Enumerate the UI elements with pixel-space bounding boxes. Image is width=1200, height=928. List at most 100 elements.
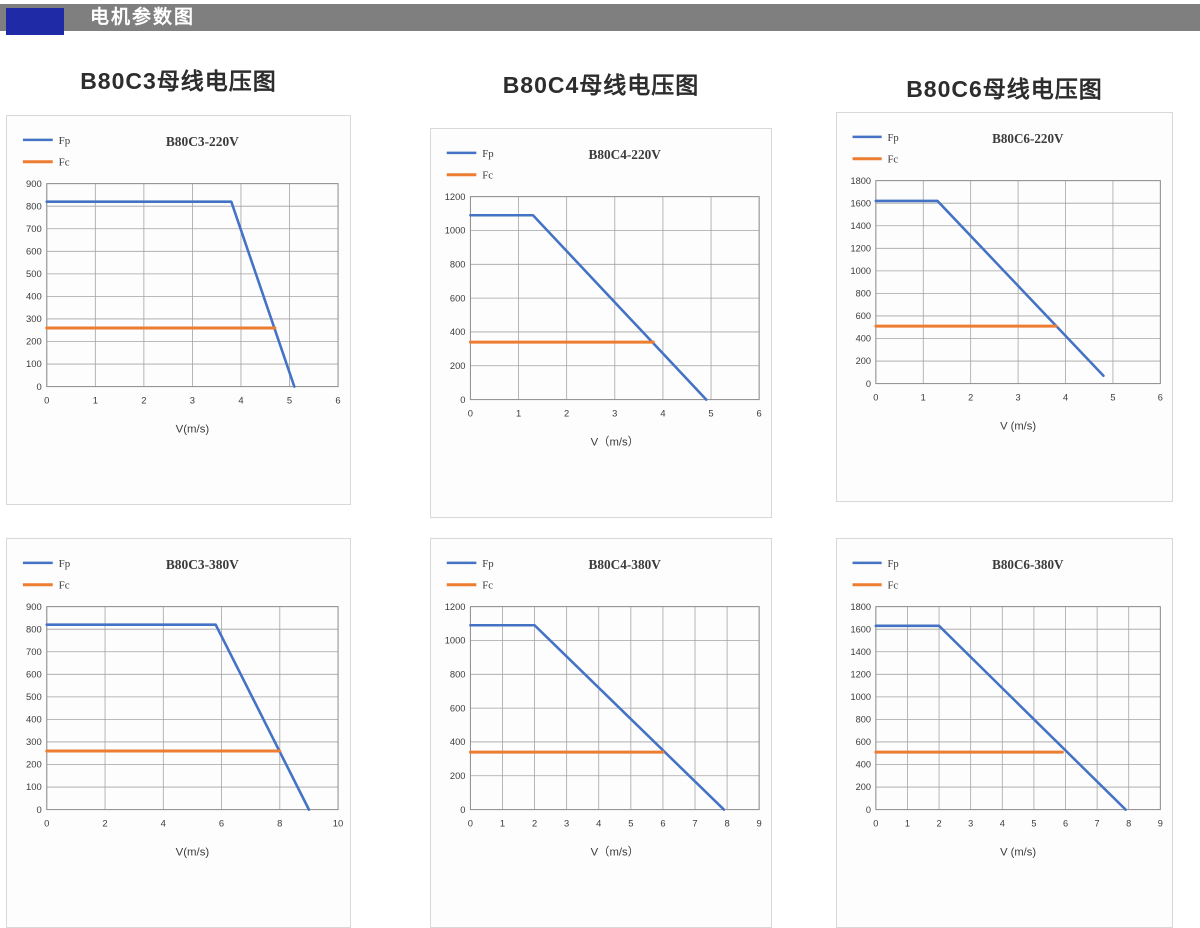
chart-text: 1400 — [850, 647, 871, 657]
chart-text: 4 — [596, 817, 601, 828]
chart-panel-b80c3-380v: 0 100 200 300 400 500 600 700 800 900 0 2 4 6 8 10 Fp Fc B… — [6, 538, 351, 928]
chart-text: 800 — [856, 714, 871, 724]
chart-text: 800 — [450, 258, 466, 269]
y-tick-labels: 0 200 400 600 800 1000 1200 1400 1600 1800 — [850, 602, 871, 815]
chart-text: 9 — [757, 817, 762, 828]
chart-text: 1000 — [445, 225, 466, 236]
x-tick-labels: 0 1 2 3 4 5 6 — [468, 407, 762, 418]
chart-text: Fp — [482, 558, 494, 570]
x-tick-labels: 0 1 2 3 4 5 6 — [873, 392, 1163, 402]
grid-lines — [46, 183, 339, 388]
chart-text: 4 — [238, 396, 243, 407]
chart-svg: 0 100 200 300 400 500 600 700 800 900 0 2 4 6 8 10 Fp Fc B… — [22, 557, 343, 858]
chart-text: 1000 — [850, 692, 871, 702]
x-tick-labels: 0 2 4 6 8 10 — [44, 819, 343, 830]
chart-text: 3 — [968, 818, 973, 828]
y-tick-labels: 0 100 200 300 400 500 600 700 800 900 — [26, 179, 42, 393]
y-tick-labels: 0 200 400 600 800 1000 1200 1400 1600 1800 — [850, 176, 871, 389]
chart-text: Fp — [482, 148, 494, 160]
chart-panel-b80c3-220v: 0 100 200 300 400 500 600 700 800 900 0 1 2 3 4 5 6 Fp Fc B… — [6, 115, 351, 505]
chart-text: 700 — [26, 647, 42, 658]
series-line-fp — [469, 623, 726, 811]
chart-text: 1 — [93, 396, 98, 407]
chart-text: 400 — [26, 715, 42, 726]
chart-text: 1000 — [850, 266, 871, 276]
plot-border — [875, 606, 1161, 811]
chart-text: B80C4-220V — [588, 147, 661, 162]
plot-border — [469, 606, 760, 811]
chart-text: 1000 — [445, 635, 466, 646]
chart-text: 5 — [287, 396, 292, 407]
legend: Fp Fc — [852, 558, 899, 592]
chart-text: 6 — [1158, 392, 1163, 402]
chart-text: 700 — [26, 224, 42, 235]
chart-text: 200 — [26, 760, 42, 771]
chart-text: Fc — [482, 170, 493, 182]
chart-text: V（m/s） — [591, 435, 639, 448]
chart-text: 8 — [1126, 818, 1131, 828]
chart-text: 0 — [460, 394, 465, 405]
chart-text: 0 — [460, 804, 465, 815]
series-line-fp — [45, 200, 296, 388]
chart-text: 400 — [450, 326, 466, 337]
legend: Fp Fc — [22, 135, 71, 169]
chart-panel-b80c4-380v: 0 200 400 600 800 1000 1200 0 1 2 3 4 5 6 7 8 9 Fp Fc B80C4… — [430, 538, 772, 928]
chart-text: 800 — [856, 288, 871, 298]
plot-border — [469, 196, 760, 401]
chart-text: 3 — [612, 407, 617, 418]
chart-text: 4 — [161, 819, 166, 830]
chart-text: 400 — [26, 292, 42, 303]
chart-text: 8 — [724, 817, 729, 828]
chart-text: 4 — [1063, 392, 1068, 402]
chart-text: 600 — [26, 246, 42, 257]
chart-text: 2 — [141, 396, 146, 407]
chart-panel-b80c4-220v: 0 200 400 600 800 1000 1200 0 1 2 3 4 5 6 Fp Fc B80C4-22… — [430, 128, 772, 518]
y-tick-labels: 0 100 200 300 400 500 600 700 800 900 — [26, 602, 42, 816]
chart-text: 1 — [516, 407, 521, 418]
chart-text: 600 — [26, 669, 42, 680]
chart-text: 9 — [1158, 818, 1163, 828]
grid-lines — [470, 606, 760, 811]
chart-text: 800 — [450, 668, 466, 679]
chart-text: Fp — [59, 558, 71, 570]
chart-text: 6 — [660, 817, 665, 828]
chart-text: B80C3-380V — [166, 557, 239, 572]
chart-text: 1200 — [850, 243, 871, 253]
chart-text: 1 — [905, 818, 910, 828]
page-title: 电机参数图 — [90, 7, 196, 28]
chart-text: 4 — [1000, 818, 1005, 828]
chart-svg: 0 200 400 600 800 1000 1200 1400 1600 1800 0 1 2 3 4 5 6… — [850, 557, 1163, 859]
chart-text: 2 — [532, 817, 537, 828]
chart-text: 7 — [692, 817, 697, 828]
chart-text: 3 — [1016, 392, 1021, 402]
legend: Fp Fc — [852, 132, 899, 166]
chart-text: B80C6-220V — [992, 131, 1064, 146]
chart-text: 0 — [37, 805, 42, 816]
chart-text: 1200 — [850, 669, 871, 679]
chart-panel-b80c6-220v: 0 200 400 600 800 1000 1200 1400 1600 1800 0 1 2 3 4 5 6… — [836, 112, 1173, 502]
column-title-b80c6: B80C6母线电压图 — [906, 76, 1103, 102]
legend: Fp Fc — [446, 148, 494, 182]
chart-text: 2 — [564, 407, 569, 418]
chart-text: 1400 — [850, 221, 871, 231]
chart-text: 5 — [1031, 818, 1036, 828]
chart-text: V（m/s） — [591, 845, 639, 858]
grid-lines — [470, 196, 760, 401]
chart-text: 0 — [873, 818, 878, 828]
chart-text: 5 — [628, 817, 633, 828]
chart-text: Fc — [59, 157, 70, 169]
section-header-bar: 电机参数图 — [0, 4, 1200, 35]
series-line-fp — [874, 199, 1105, 378]
chart-text: 4 — [660, 407, 665, 418]
chart-text: V (m/s) — [1000, 846, 1036, 858]
grid-lines — [875, 606, 1161, 811]
plot-border — [46, 606, 339, 811]
chart-text: V(m/s) — [176, 423, 210, 435]
chart-svg: 0 200 400 600 800 1000 1200 0 1 2 3 4 5 6 7 8 9 Fp Fc B80C4… — [445, 557, 762, 859]
x-tick-labels: 0 1 2 3 4 5 6 7 8 9 — [468, 817, 762, 828]
chart-text: 600 — [856, 737, 871, 747]
chart-text: Fc — [59, 580, 70, 592]
chart-text: 300 — [26, 737, 42, 748]
chart-svg: 0 100 200 300 400 500 600 700 800 900 0 1 2 3 4 5 6 Fp Fc B… — [22, 134, 341, 435]
chart-text: V(m/s) — [176, 846, 210, 858]
